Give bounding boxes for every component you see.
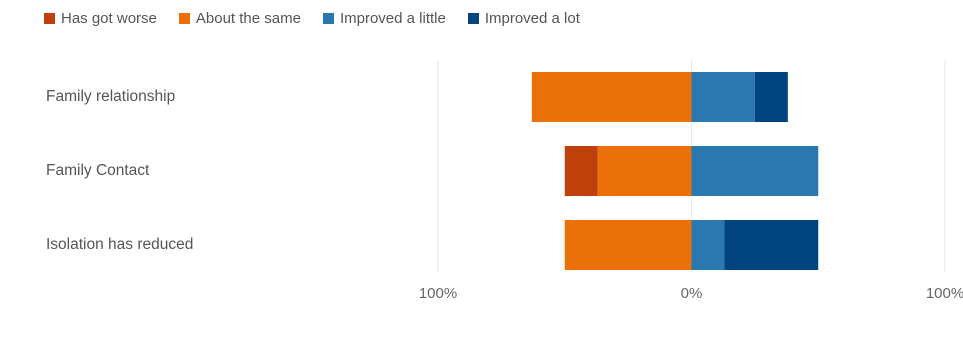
legend-item: Improved a little [322,9,446,27]
category-label: Family relationship [46,88,175,105]
bar-segment [691,146,819,196]
legend-swatch [44,12,55,24]
legend-swatch [322,12,334,24]
bar-segment [597,146,692,196]
bar-segment [691,220,725,270]
x-tick-label: 100% [419,285,457,302]
bar-segment [564,146,598,196]
legend-label: Improved a lot [484,9,580,27]
bar-segment [531,72,692,122]
x-tick-label: 100% [926,285,963,302]
category-label: Family Contact [46,162,150,179]
bar-segment [754,72,788,122]
chart-legend: Has got worse About the same Improved a li… [44,6,580,30]
bar-segment [724,220,819,270]
bar-segment [564,220,692,270]
legend-item: Has got worse [44,10,157,27]
legend-item: Improved a lot [467,9,580,27]
legend-swatch [178,12,190,24]
legend-label: Has got worse [61,9,157,27]
legend-label: About the same [195,9,301,27]
bar-segment [691,72,755,122]
legend-item: About the same [178,9,301,27]
x-tick-label: 0% [681,285,703,302]
legend-label: Improved a little [339,9,446,27]
category-label: Isolation has reduced [46,236,193,253]
legend-swatch [467,12,479,24]
